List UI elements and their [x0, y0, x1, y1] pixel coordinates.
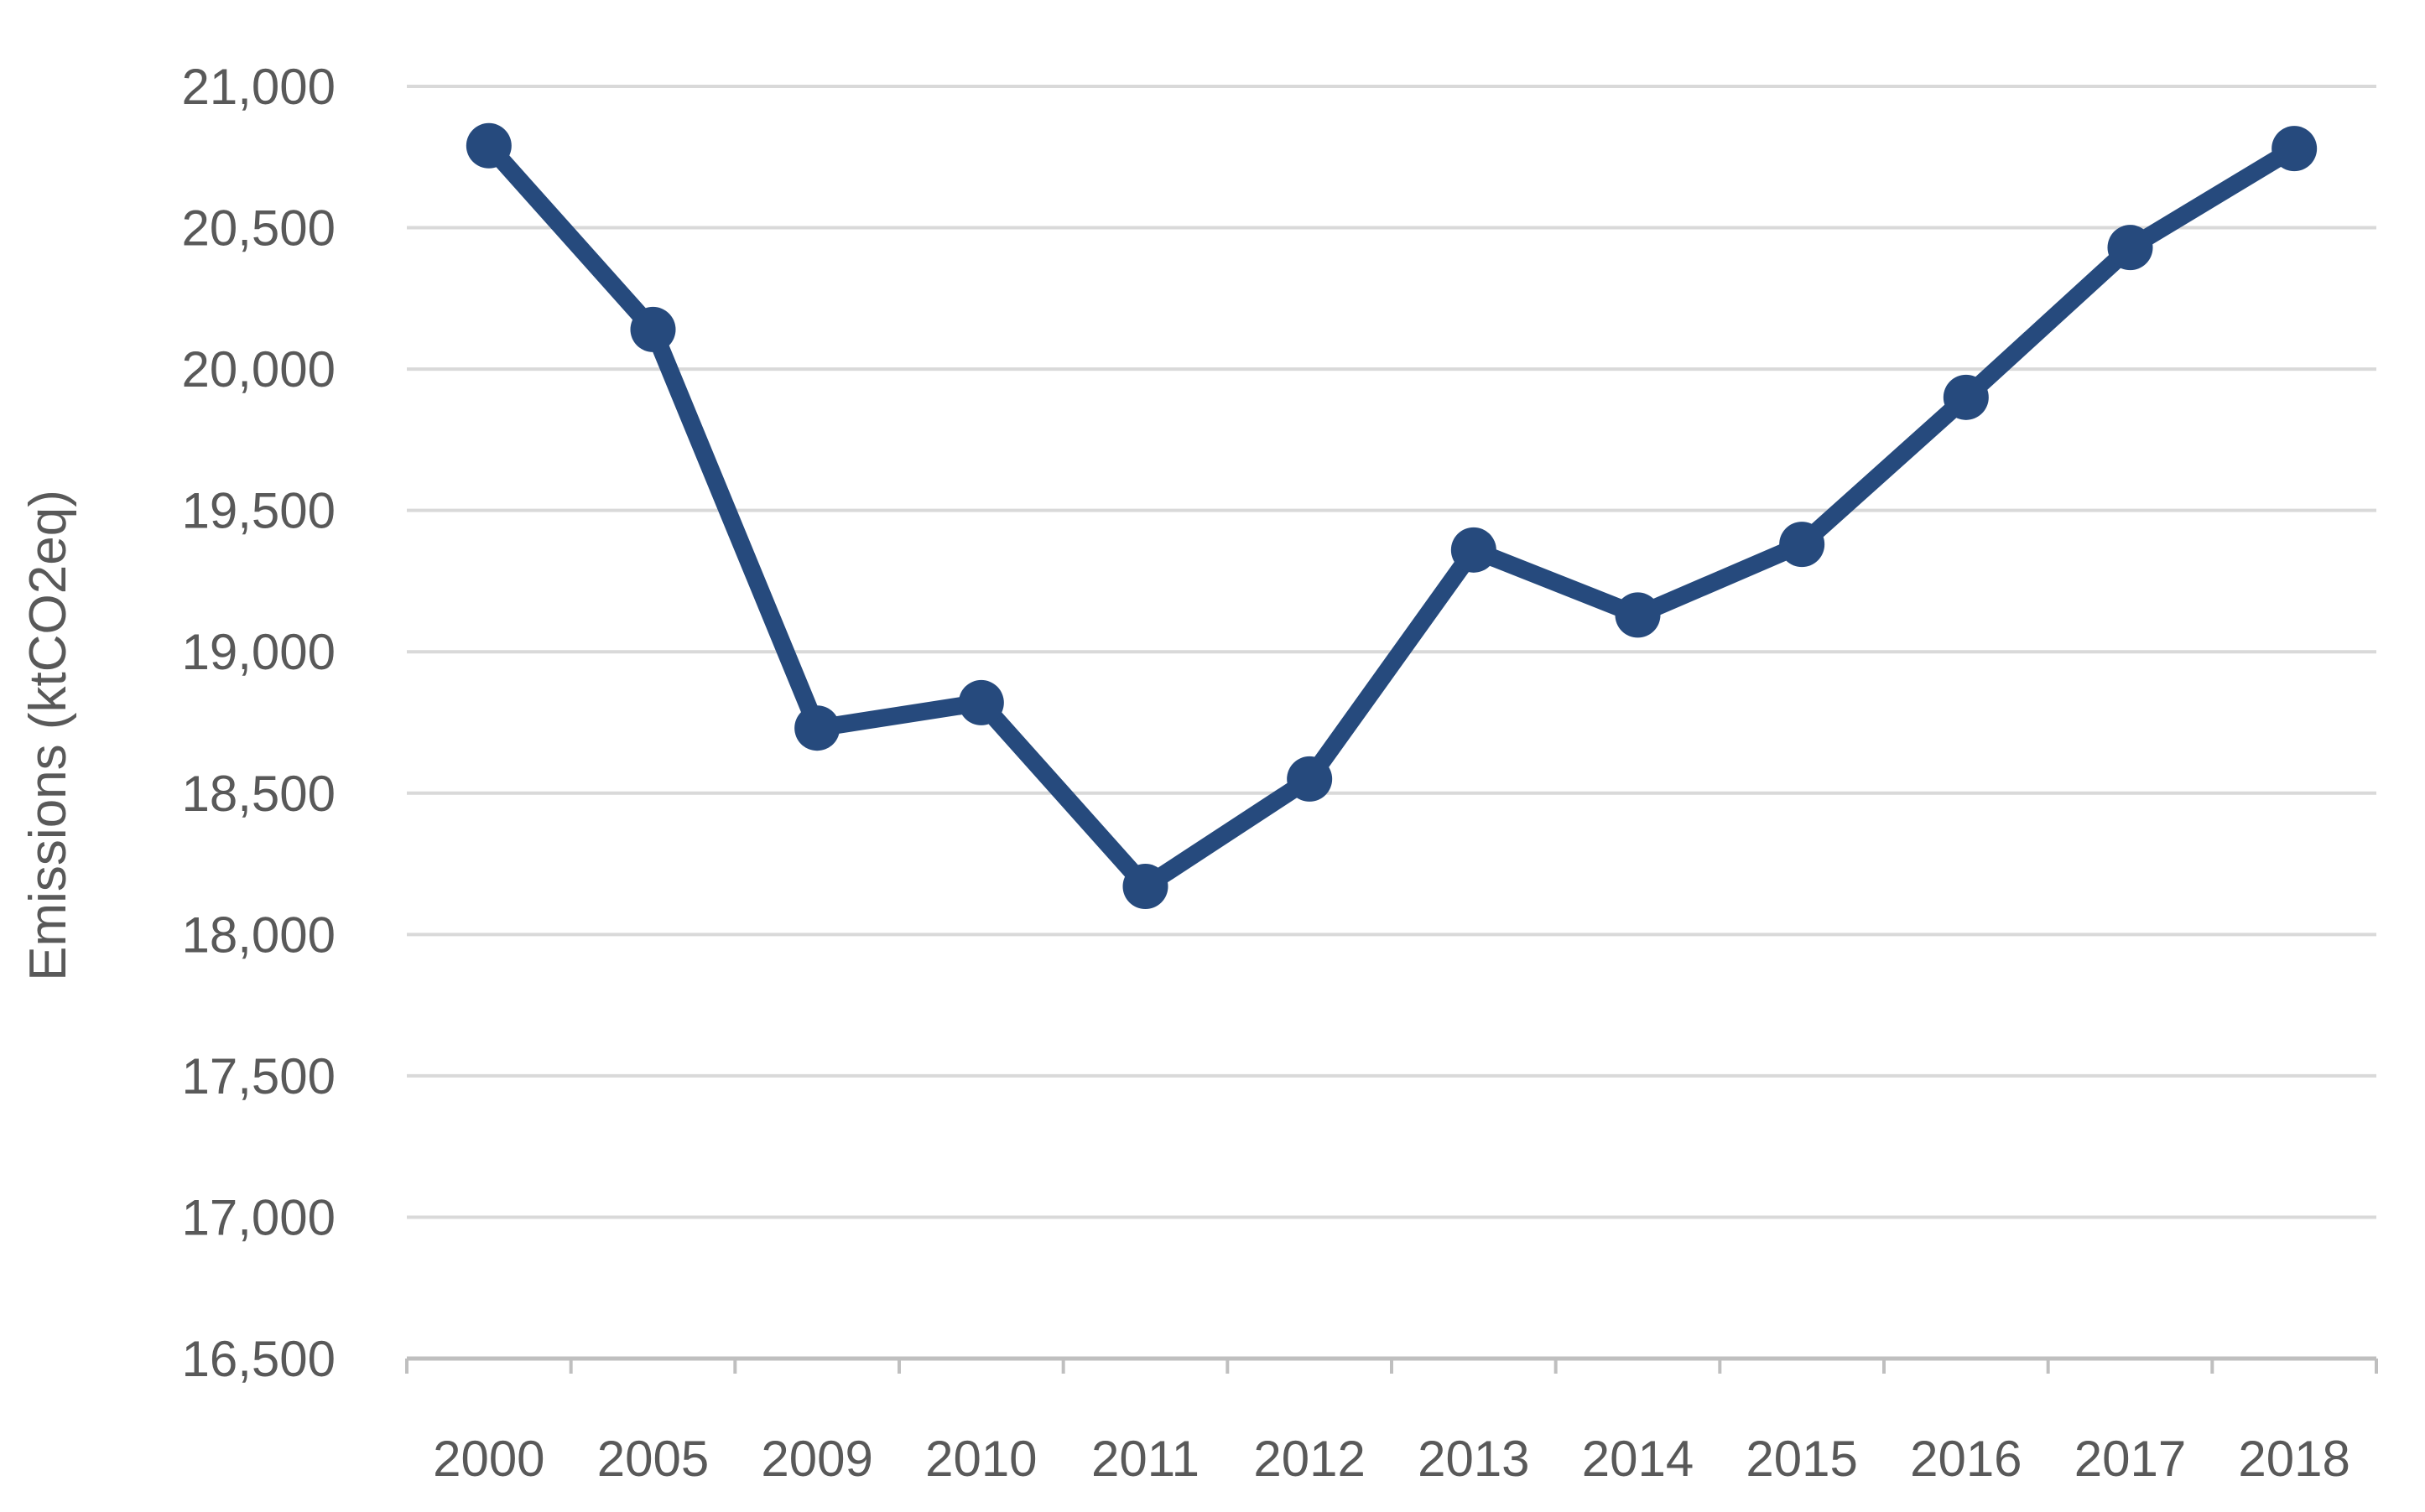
- data-point-marker: [1943, 374, 1989, 420]
- data-point-marker: [630, 306, 676, 352]
- y-axis-tick-label: 16,500: [181, 1331, 336, 1387]
- x-axis-tick-label: 2011: [1091, 1431, 1199, 1487]
- x-axis-tick-label: 2005: [597, 1431, 709, 1487]
- data-point-marker: [2107, 225, 2153, 271]
- data-point-marker: [2271, 126, 2318, 172]
- x-axis-tick-label: 2009: [761, 1431, 872, 1487]
- data-point-marker: [1779, 522, 1825, 568]
- x-axis-tick-label: 2010: [925, 1431, 1037, 1487]
- x-axis-tick-label: 2015: [1746, 1431, 1857, 1487]
- axis-group: [405, 1356, 2378, 1374]
- data-point-marker: [1450, 527, 1496, 573]
- series-group: [466, 122, 2318, 910]
- y-axis-tick-label: 20,500: [181, 200, 336, 257]
- x-axis-tick-label: 2016: [1910, 1431, 2022, 1487]
- data-point-marker: [1615, 592, 1661, 638]
- data-point-marker: [958, 679, 1004, 725]
- axis-label-group: 16,500 17,000 17,500 18,000 18,500 19,000 19,5…: [181, 59, 2350, 1487]
- y-axis-title: Emissions (ktCO2eq): [19, 490, 77, 981]
- y-axis-tick-label: 21,000: [181, 59, 336, 115]
- y-axis-tick-label: 17,500: [181, 1048, 336, 1104]
- x-axis-tick-label: 2018: [2238, 1431, 2350, 1487]
- x-axis-tick-label: 2014: [1582, 1431, 1694, 1487]
- y-axis-tick-label: 17,000: [181, 1189, 336, 1245]
- data-point-marker: [466, 122, 512, 169]
- y-axis-tick-label: 18,500: [181, 766, 336, 822]
- data-point-marker: [1122, 864, 1168, 910]
- x-axis-tick-label: 2000: [433, 1431, 544, 1487]
- data-point-marker: [794, 705, 840, 751]
- data-point-marker: [1287, 756, 1333, 802]
- y-axis-tick-label: 19,000: [181, 624, 336, 680]
- y-axis-tick-label: 20,000: [181, 341, 336, 397]
- x-axis-tick-label: 2012: [1253, 1431, 1365, 1487]
- x-axis-tick-label: 2017: [2074, 1431, 2186, 1487]
- y-axis-tick-label: 19,500: [181, 483, 336, 539]
- x-axis-tick-label: 2013: [1418, 1431, 1529, 1487]
- y-axis-tick-label: 18,000: [181, 907, 336, 963]
- series-line: [480, 137, 2303, 896]
